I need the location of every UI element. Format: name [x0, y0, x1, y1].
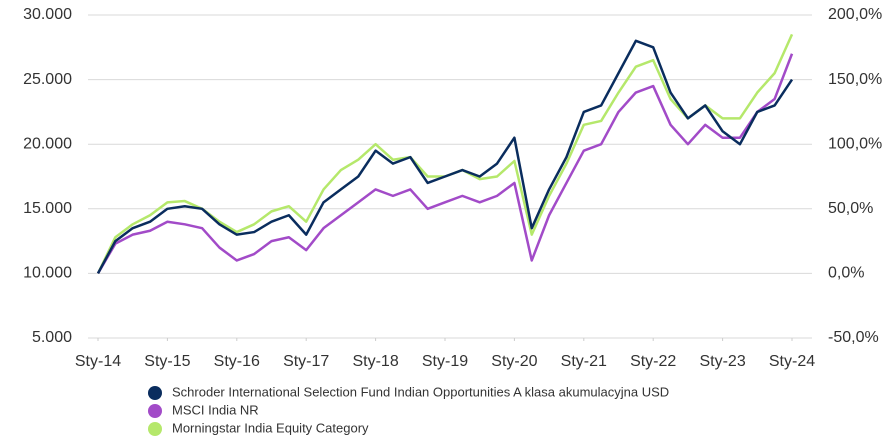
legend-label: Morningstar India Equity Category [172, 420, 369, 435]
y-tick-label: 5.000 [32, 329, 72, 346]
y-tick-label: 15.000 [23, 200, 72, 217]
y2-tick-label: 100,0% [828, 135, 882, 152]
y2-tick-label: -50,0% [828, 329, 879, 346]
y2-tick-label: 50,0% [828, 200, 873, 217]
x-tick-label: Sty-22 [630, 353, 676, 370]
x-tick-label: Sty-17 [283, 353, 329, 370]
x-tick-label: Sty-18 [352, 353, 398, 370]
series-line [96, 39, 794, 274]
x-tick-label: Sty-16 [214, 353, 260, 370]
x-tick-label: Sty-19 [422, 353, 468, 370]
x-tick-label: Sty-24 [769, 353, 815, 370]
legend-label: Schroder International Selection Fund In… [172, 384, 669, 399]
legend-marker [148, 386, 162, 400]
legend-label: MSCI India NR [172, 402, 259, 417]
series-line [96, 33, 794, 274]
legend-marker [148, 422, 162, 436]
y-tick-label: 30.000 [23, 6, 72, 23]
x-tick-label: Sty-20 [491, 353, 537, 370]
x-tick-label: Sty-23 [699, 353, 745, 370]
x-tick-label: Sty-14 [75, 353, 121, 370]
legend-marker [148, 404, 162, 418]
x-tick-label: Sty-15 [144, 353, 190, 370]
series-line [96, 53, 794, 275]
y-tick-label: 25.000 [23, 71, 72, 88]
y2-tick-label: 200,0% [828, 6, 882, 23]
x-tick-label: Sty-21 [561, 353, 607, 370]
y2-tick-label: 150,0% [828, 71, 882, 88]
y-tick-label: 20.000 [23, 135, 72, 152]
y2-tick-label: 0,0% [828, 265, 864, 282]
y-tick-label: 10.000 [23, 265, 72, 282]
